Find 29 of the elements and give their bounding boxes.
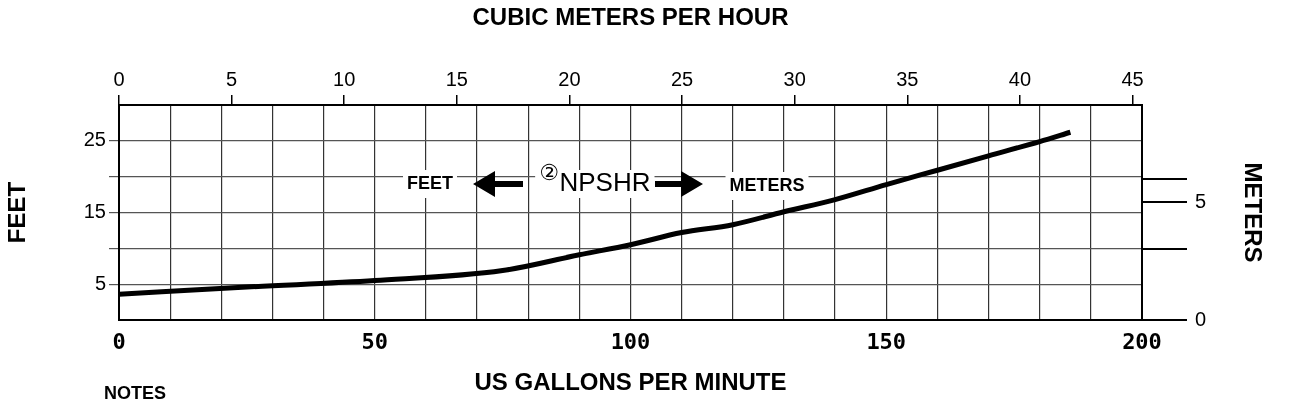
x2-tick-label: 25 <box>670 67 694 90</box>
y2-axis-title: METERS <box>1239 162 1267 263</box>
x2-tick-label: 0 <box>113 67 125 90</box>
y2-tick-label: 5 <box>1195 189 1207 212</box>
x2-tick-label: 15 <box>445 67 468 90</box>
annotation: ② <box>539 159 559 185</box>
x-tick-label: 200 <box>1122 328 1162 354</box>
x-tick-label: 100 <box>610 328 651 354</box>
x2-tick-label: 10 <box>333 67 356 90</box>
x2-tick-label: 20 <box>558 67 581 90</box>
x-axis-title: US GALLONS PER MINUTE <box>474 368 787 396</box>
x2-tick-label: 40 <box>1008 67 1032 90</box>
annotation: METERS <box>729 174 805 195</box>
annotation: FEET <box>406 172 454 193</box>
y-axis-title: FEET <box>3 181 31 244</box>
x-tick-label: 150 <box>866 328 907 354</box>
annotation: NPSHR <box>559 167 651 198</box>
x2-axis-title: CUBIC METERS PER HOUR <box>472 3 789 31</box>
y-tick-label: 25 <box>83 128 106 151</box>
y2-tick-label: 0 <box>1195 307 1207 330</box>
x2-tick-label: 35 <box>896 67 919 90</box>
y-tick-label: 15 <box>83 200 106 223</box>
x2-tick-label: 5 <box>226 67 238 90</box>
text: NOTES <box>103 382 167 402</box>
x2-tick-label: 45 <box>1121 67 1144 90</box>
y-tick-label: 5 <box>94 271 106 294</box>
x2-tick-label: 30 <box>783 67 806 90</box>
x-tick-label: 50 <box>361 328 388 354</box>
x-tick-label: 0 <box>112 328 126 354</box>
